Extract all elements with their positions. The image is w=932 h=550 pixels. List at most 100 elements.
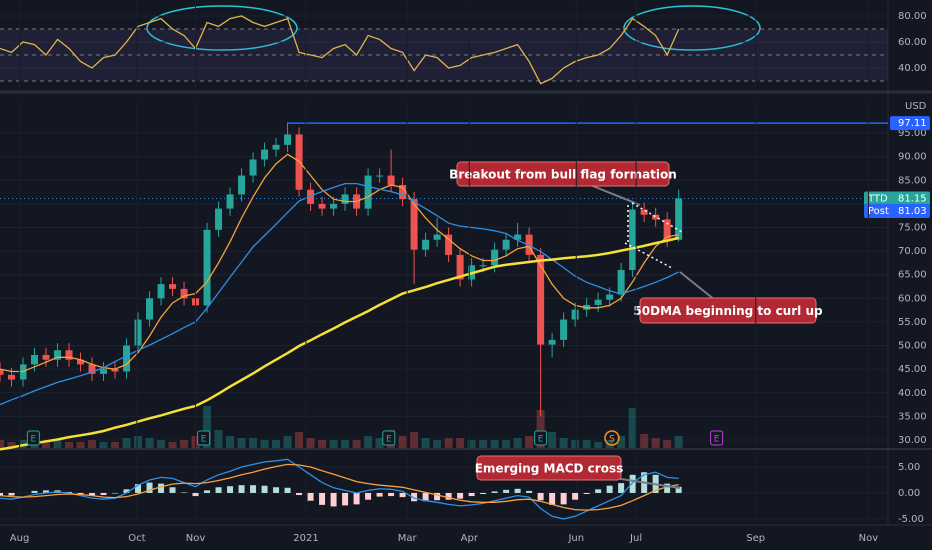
candle-body — [433, 234, 441, 240]
macd-histogram-bar — [192, 492, 199, 497]
volume-bar — [88, 440, 97, 448]
volume-bar — [352, 440, 361, 448]
macd-histogram-bar — [606, 485, 613, 493]
macd-histogram-bar — [43, 490, 50, 493]
volume-bar — [214, 430, 223, 448]
volume-bar — [203, 406, 212, 448]
candle-body — [640, 209, 648, 215]
candle-body — [675, 198, 683, 240]
candle-body — [307, 189, 315, 204]
candle-body — [272, 144, 280, 150]
macd-histogram-bar — [376, 492, 383, 497]
y-tick-label: 50.00 — [898, 341, 927, 352]
y-tick-label: 40.00 — [898, 388, 927, 399]
macd-histogram-bar — [307, 492, 314, 501]
candle-body — [226, 194, 234, 209]
candle-body — [318, 203, 326, 209]
x-tick-label: Mar — [398, 533, 418, 544]
last-price-name: TTD — [867, 193, 888, 204]
macd-histogram-bar — [572, 492, 579, 500]
x-tick-label: Aug — [10, 533, 30, 544]
macd-histogram-bar — [526, 490, 533, 493]
macd-histogram-bar — [227, 486, 234, 493]
event-marker — [534, 430, 548, 446]
macd-histogram-bar — [158, 483, 165, 493]
candle-body — [399, 184, 407, 200]
volume-bar — [548, 432, 557, 448]
macd-histogram-bar — [549, 492, 556, 505]
x-tick-label: Sep — [746, 533, 765, 544]
candle-body — [571, 309, 579, 320]
macd-histogram-bar — [675, 486, 682, 493]
candle-body — [134, 319, 142, 346]
volume-bar — [249, 438, 258, 448]
candle-body — [479, 265, 487, 267]
candle-body — [330, 203, 338, 209]
candle-body — [548, 339, 556, 345]
candle-body — [238, 175, 246, 195]
macd-histogram-bar — [399, 492, 406, 498]
macd-histogram-bar — [77, 492, 84, 494]
candle-body — [491, 249, 499, 266]
candle-body — [111, 369, 119, 372]
x-tick-label: Nov — [186, 533, 206, 544]
macd-histogram-bar — [181, 492, 188, 493]
post-price-name: Post — [868, 206, 889, 217]
series-line — [0, 236, 679, 451]
series-line — [0, 153, 679, 373]
event-marker — [710, 430, 724, 446]
x-tick-label: Oct — [128, 533, 145, 544]
volume-bar — [444, 438, 453, 448]
volume-bar — [157, 440, 166, 448]
candle-body — [617, 269, 625, 295]
candle-body — [215, 208, 223, 230]
series-line — [0, 15, 680, 85]
macd-histogram-bar — [365, 492, 372, 500]
candle-body — [31, 354, 39, 365]
volume-bar — [306, 438, 315, 448]
annotation-box — [456, 161, 670, 187]
volume-bar — [76, 442, 85, 448]
volume-bar — [295, 432, 304, 448]
y-tick-label: 85.00 — [898, 175, 927, 186]
candle-body — [88, 364, 96, 374]
y-tick-label: 35.00 — [898, 411, 927, 422]
macd-histogram-bar — [618, 483, 625, 493]
macd-histogram-bar — [491, 491, 498, 493]
candle-body — [663, 219, 671, 240]
candle-body — [157, 284, 165, 299]
volume-bar — [341, 440, 350, 448]
x-tick-label: Apr — [461, 533, 479, 544]
volume-bar — [479, 440, 488, 448]
candle-body — [629, 209, 637, 270]
candle-body — [100, 369, 108, 374]
y-tick-label: 60.00 — [898, 37, 927, 48]
macd-histogram-bar — [273, 487, 280, 493]
y-tick-label: 30.00 — [898, 435, 927, 446]
macd-histogram-bar — [296, 492, 303, 496]
event-label: E — [714, 435, 720, 445]
currency-label: USD — [905, 101, 927, 112]
resistance-label: 97.11 — [898, 118, 927, 129]
candle-body — [606, 294, 614, 300]
volume-bar — [433, 440, 442, 448]
candle-body — [387, 175, 395, 185]
macd-histogram-bar — [146, 482, 153, 493]
volume-bar — [571, 440, 580, 448]
candle-body — [456, 254, 464, 280]
macd-histogram-bar — [434, 492, 441, 501]
candle-body — [537, 254, 545, 345]
volume-bar — [122, 438, 131, 448]
flag-outline — [624, 242, 673, 269]
volume-bar — [398, 436, 407, 448]
macd-histogram-bar — [595, 489, 602, 493]
last-price-box — [864, 191, 930, 206]
volume-bar — [651, 438, 660, 448]
volume-bar — [329, 440, 338, 448]
macd-histogram-bar — [123, 489, 130, 493]
macd-histogram-bar — [169, 487, 176, 493]
volume-bar — [145, 438, 154, 448]
candle-body — [249, 159, 257, 176]
macd-histogram-bar — [342, 492, 349, 506]
volume-bar — [375, 438, 384, 448]
